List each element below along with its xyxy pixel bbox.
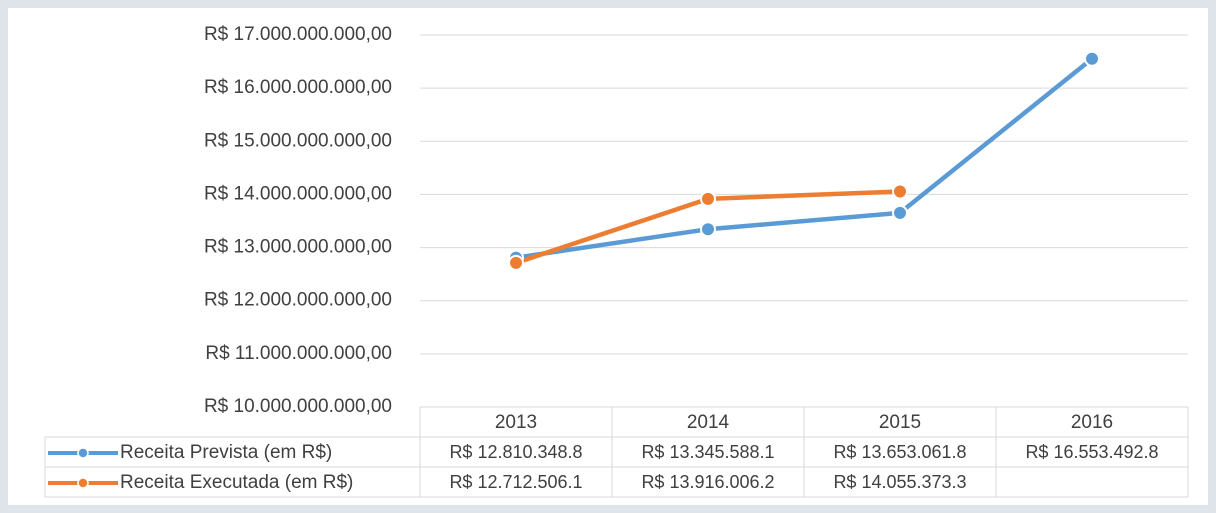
y-tick-label: R$ 17.000.000.000,00 bbox=[204, 24, 392, 45]
y-tick-label: R$ 14.000.000.000,00 bbox=[204, 183, 392, 204]
y-tick-label: R$ 13.000.000.000,00 bbox=[204, 237, 392, 258]
y-tick-label: R$ 15.000.000.000,00 bbox=[204, 130, 392, 151]
table-value: R$ 13.345.588.1 bbox=[641, 442, 774, 462]
table-value: R$ 14.055.373.3 bbox=[833, 472, 966, 492]
table-value: R$ 12.712.506.1 bbox=[449, 472, 582, 492]
data-point bbox=[892, 204, 908, 221]
x-tick-label: 2016 bbox=[1071, 412, 1113, 433]
table-value: R$ 13.916.006.2 bbox=[641, 472, 774, 492]
y-tick-label: R$ 16.000.000.000,00 bbox=[204, 77, 392, 98]
x-tick-label: 2015 bbox=[879, 412, 921, 433]
data-point bbox=[700, 221, 716, 238]
table-value: R$ 13.653.061.8 bbox=[833, 442, 966, 462]
data-point bbox=[700, 190, 716, 207]
y-tick-label: R$ 11.000.000.000,00 bbox=[205, 343, 392, 364]
legend-marker bbox=[77, 447, 89, 459]
legend-label: Receita Prevista (em R$) bbox=[120, 442, 332, 463]
legend-label: Receita Executada (em R$) bbox=[120, 472, 353, 493]
x-tick-label: 2014 bbox=[687, 412, 730, 433]
y-tick-label: R$ 12.000.000.000,00 bbox=[204, 290, 392, 311]
table-value: R$ 16.553.492.8 bbox=[1025, 442, 1158, 462]
y-tick-label: R$ 10.000.000.000,00 bbox=[204, 396, 392, 417]
data-point bbox=[1084, 50, 1100, 67]
data-point bbox=[892, 183, 908, 200]
table-value: R$ 12.810.348.8 bbox=[449, 442, 582, 462]
legend-marker bbox=[77, 477, 89, 489]
series-line bbox=[515, 56, 1094, 260]
data-point bbox=[508, 254, 524, 271]
x-tick-label: 2013 bbox=[495, 412, 537, 433]
